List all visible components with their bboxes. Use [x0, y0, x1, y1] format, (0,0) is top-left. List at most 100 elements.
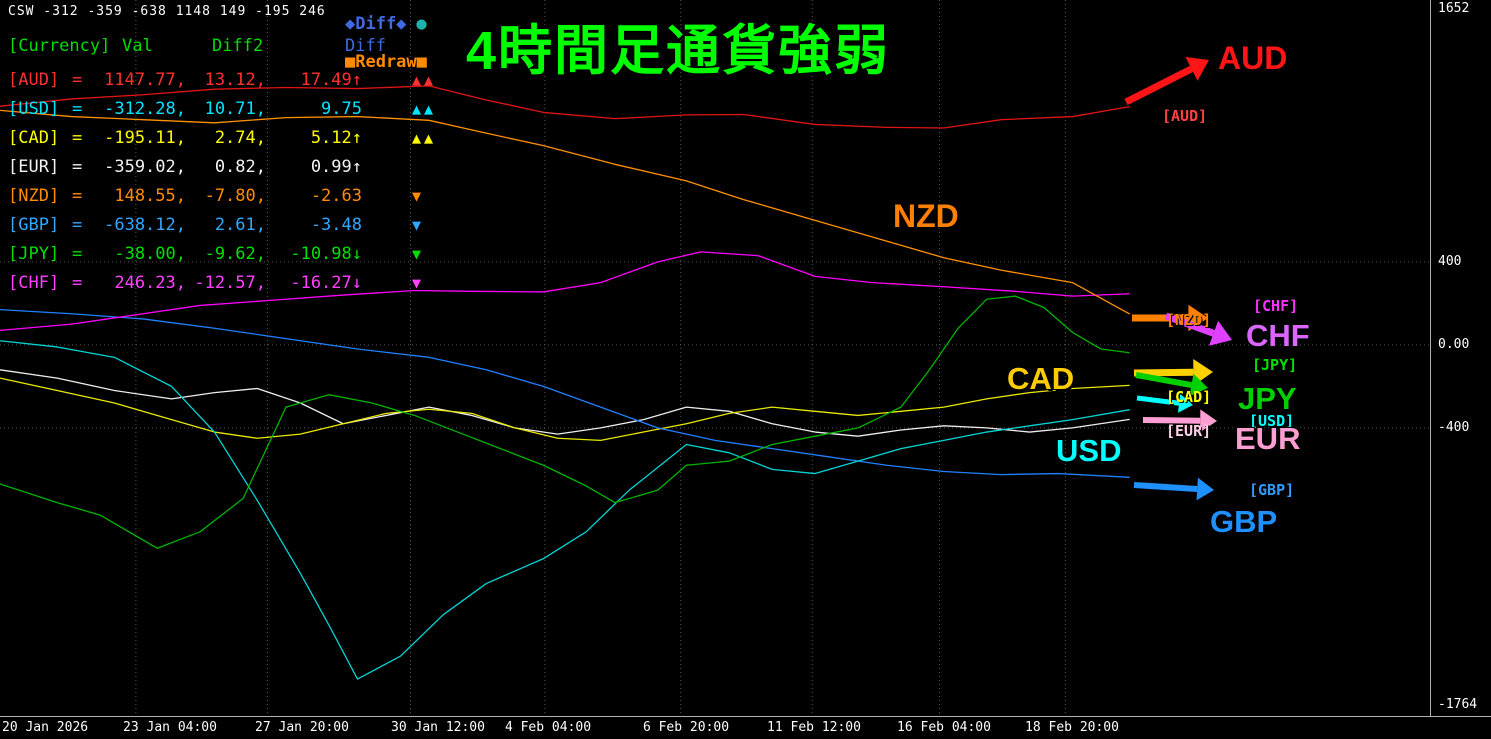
x-tick: 11 Feb 12:00	[767, 720, 861, 735]
legend-eur-c2: =	[72, 157, 83, 177]
x-tick: 30 Jan 12:00	[391, 720, 485, 735]
legend-chf-c1: [CHF]	[8, 273, 60, 293]
legend-chf-c3: 246.23,	[114, 273, 186, 293]
label-eur: EUR	[1235, 421, 1301, 456]
series-chf	[0, 251, 1130, 331]
series-gbp	[0, 308, 1130, 478]
legend-nzd-c4: -7.80,	[204, 186, 266, 206]
legend-chf-c5: -16.27↓	[290, 273, 362, 293]
tag-aud: [AUD]	[1162, 107, 1208, 125]
legend-aud-c5: 17.49↑	[300, 70, 362, 90]
legend-header-diff2: Diff2	[212, 36, 264, 56]
legend-cad-c1: [CAD]	[8, 128, 60, 148]
legend-jpy-c2: =	[72, 244, 83, 264]
legend-rows: [AUD] = 1147.77, 13.12, 17.49↑ ▲▲ [USD] = -312.2…	[8, 66, 436, 298]
legend-cad-c5: 5.12↑	[310, 128, 362, 148]
series-cad	[0, 377, 1130, 442]
label-usd: USD	[1056, 433, 1122, 468]
legend-nzd-c3: 148.55,	[114, 186, 186, 206]
diff-button[interactable]: ◆Diff◆ ●	[345, 14, 427, 34]
chart-title: 4時間足通貨強弱	[466, 21, 891, 81]
legend-gbp-c5: -3.48	[310, 215, 362, 235]
legend-nzd-c6: ▼	[412, 187, 425, 205]
legend-usd-c3: -312.28,	[104, 99, 186, 119]
legend-jpy-c5: -10.98↓	[290, 244, 362, 264]
diff-dot-icon[interactable]: ●	[416, 14, 427, 34]
x-tick: 23 Jan 04:00	[123, 720, 217, 735]
arrow-aud	[1124, 65, 1194, 106]
arrow-jpy	[1135, 372, 1193, 388]
series-jpy	[0, 295, 1130, 549]
arrow-jpy-head	[1189, 373, 1208, 397]
legend-cad-c6: ▲▲	[412, 129, 437, 147]
redraw-button[interactable]: ■Redraw■	[345, 52, 427, 72]
legend-gbp-c1: [GBP]	[8, 215, 60, 235]
label-gbp: GBP	[1210, 504, 1278, 539]
label-aud: AUD	[1218, 40, 1288, 76]
x-axis: 20 Jan 2026 23 Jan 04:00 27 Jan 20:00 30 Ja…	[0, 716, 1491, 739]
arrow-gbp	[1133, 482, 1198, 492]
y-tick-400: 400	[1438, 253, 1462, 269]
legend-cad-c3: -195.11,	[104, 128, 186, 148]
legend-jpy-c1: [JPY]	[8, 244, 60, 264]
legend-cad-c4: 2.74,	[214, 128, 266, 148]
legend-nzd-c2: =	[72, 186, 83, 206]
legend-aud-c1: [AUD]	[8, 70, 60, 90]
legend-gbp-c6: ▼	[412, 216, 425, 234]
diff-button-label: ◆Diff◆	[345, 14, 407, 34]
legend-nzd-c5: -2.63	[310, 186, 362, 206]
arrow-aud-head	[1185, 56, 1209, 81]
legend-row-aud: [AUD] = 1147.77, 13.12, 17.49↑ ▲▲	[8, 66, 436, 95]
arrow-chf-head	[1209, 320, 1232, 346]
tag-usd: [USD]	[1249, 412, 1295, 430]
legend-row-chf: [CHF] = 246.23, -12.57, -16.27↓ ▼	[8, 269, 436, 298]
series-usd	[0, 340, 1130, 680]
y-axis: 1652 400 0.00 -400 -1764	[1430, 0, 1491, 716]
legend-eur-c5: 0.99↑	[310, 157, 362, 177]
legend-gbp-c2: =	[72, 215, 83, 235]
legend-usd-c6: ▲▲	[412, 100, 437, 118]
label-jpy: JPY	[1238, 381, 1297, 416]
x-tick: 20 Jan 2026	[2, 720, 89, 735]
legend-row-usd: [USD] = -312.28, 10.71, 9.75 ▲▲	[8, 95, 436, 124]
legend-row-nzd: [NZD] = 148.55, -7.80, -2.63 ▼	[8, 182, 436, 211]
arrow-cad	[1133, 368, 1194, 377]
arrow-eur	[1142, 417, 1201, 424]
legend-cad-c2: =	[72, 128, 83, 148]
tag-cad: [CAD]	[1166, 388, 1212, 406]
legend-chf-c6: ▼	[412, 274, 425, 292]
y-tick--1764: -1764	[1438, 697, 1478, 712]
label-nzd: NZD	[893, 198, 959, 234]
indicator-status-line: CSW -312 -359 -638 1148 149 -195 246	[8, 4, 326, 19]
legend-jpy-c3: -38.00,	[114, 244, 186, 264]
legend-chf-c4: -12.57,	[194, 273, 266, 293]
x-tick: 27 Jan 20:00	[255, 720, 349, 735]
legend-gbp-c3: -638.12,	[104, 215, 186, 235]
legend-row-gbp: [GBP] = -638.12, 2.61, -3.48 ▼	[8, 211, 436, 240]
label-chf: CHF	[1246, 318, 1310, 353]
legend-usd-c5: 9.75	[321, 99, 362, 119]
series-nzd	[0, 109, 1131, 315]
arrow-gbp-head	[1196, 477, 1214, 501]
legend-gbp-c4: 2.61,	[214, 215, 266, 235]
arrow-chf	[1164, 312, 1215, 337]
tag-eur: [EUR]	[1166, 422, 1212, 440]
legend-aud-c4: 13.12,	[204, 70, 266, 90]
legend-header-currency: [Currency]	[8, 36, 111, 56]
legend-row-jpy: [JPY] = -38.00, -9.62, -10.98↓ ▼	[8, 240, 436, 269]
x-tick: 16 Feb 04:00	[897, 720, 991, 735]
legend-aud-c3: 1147.77,	[104, 70, 186, 90]
series-aud	[0, 85, 1130, 129]
tag-jpy: [JPY]	[1252, 356, 1298, 374]
legend-usd-c4: 10.71,	[204, 99, 266, 119]
legend-eur-c4: 0.82,	[214, 157, 266, 177]
x-tick: 6 Feb 20:00	[642, 720, 730, 735]
legend-header-val: Val	[122, 36, 153, 56]
currency-strength-chart[interactable]	[0, 0, 1430, 716]
x-tick: 4 Feb 04:00	[504, 720, 592, 735]
legend-nzd-c1: [NZD]	[8, 186, 60, 206]
legend-usd-c2: =	[72, 99, 83, 119]
x-tick: 18 Feb 20:00	[1025, 720, 1119, 735]
tag-nzd: [NZD]	[1166, 311, 1212, 329]
